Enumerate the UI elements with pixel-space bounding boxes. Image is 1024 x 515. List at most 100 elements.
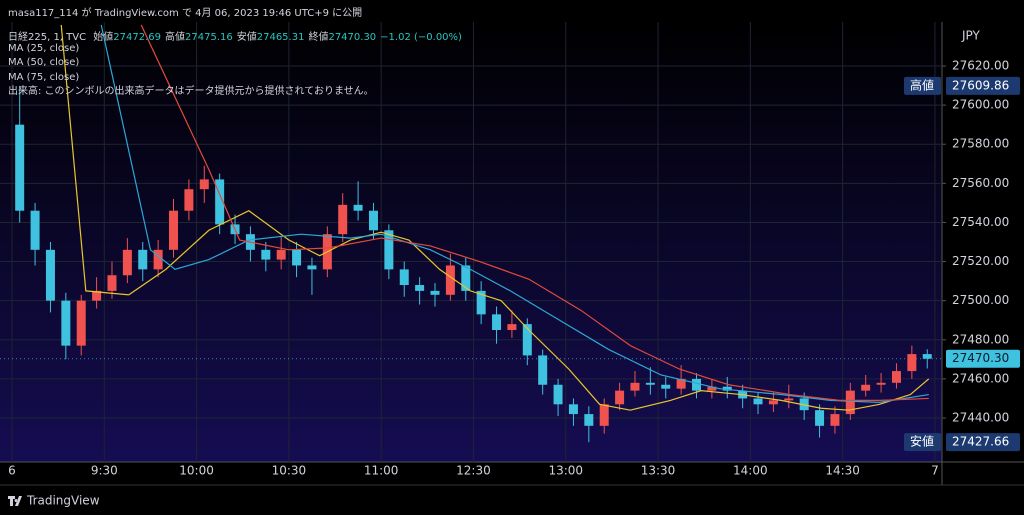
candle-body [353, 204, 363, 211]
ohlc-label: 高値 [165, 32, 186, 43]
candle-body [522, 324, 532, 356]
plot-background [0, 22, 942, 462]
candle-body [784, 398, 794, 401]
candle-body [169, 210, 179, 250]
candle-body [153, 249, 163, 270]
candle-body [845, 390, 855, 415]
candle-body [215, 179, 225, 225]
candle-body [753, 398, 763, 405]
x-tick-label: 14:30 [825, 464, 860, 478]
candle-body [476, 290, 486, 315]
x-tick-label: 9:30 [91, 464, 118, 478]
ohlc-value: 27465.31 [256, 32, 305, 43]
ohlc-label: 安値 [236, 32, 257, 43]
volume-note: 出来高: このシンボルの出来高データはデータ提供元から提供されておりません。 [8, 85, 374, 97]
candle-body [553, 384, 563, 405]
candle-body [61, 300, 71, 346]
candle-body [368, 210, 378, 231]
price-marker-name-box [904, 76, 941, 95]
candle-body [461, 265, 471, 291]
candle-body [568, 404, 578, 415]
candle-body [815, 410, 825, 426]
y-tick-label: 27600.00 [952, 98, 1009, 112]
x-tick-label: 10:30 [272, 464, 307, 478]
candle-body [630, 382, 640, 391]
x-tick-label: 10:00 [179, 464, 214, 478]
last-price-box [946, 349, 1020, 368]
price-marker-label: 27427.66 [952, 435, 1009, 449]
x-tick-label: 13:00 [548, 464, 583, 478]
candle-body [722, 386, 732, 391]
legend: MA (25, close) MA (50, close) MA (75, clos… [8, 42, 374, 99]
logo-icon [8, 496, 22, 506]
candle-body [861, 384, 871, 391]
last-price-label: 27470.30 [952, 351, 1009, 365]
candle-body [292, 249, 302, 266]
candle-body [138, 249, 148, 270]
candle-body [692, 378, 702, 391]
footer-text: TradingView [26, 494, 100, 508]
x-tick-label: 14:00 [733, 464, 768, 478]
candle-body [661, 384, 671, 389]
candle-body [599, 404, 609, 426]
currency: JPY [961, 29, 981, 43]
ohlc-label: 終値 [308, 32, 329, 43]
candle-body [430, 290, 440, 295]
candle-body [30, 210, 40, 250]
legend-entry: MA (75, close) [8, 71, 80, 83]
y-tick-label: 27520.00 [952, 254, 1009, 268]
candle-body [891, 371, 901, 383]
candle-body [538, 355, 548, 385]
candle-body [199, 179, 209, 190]
candle-body [768, 400, 778, 405]
price-marker-name-box [904, 433, 941, 452]
candle-body [707, 386, 717, 391]
legend-entry: MA (25, close) [8, 43, 80, 54]
candle-body [76, 300, 86, 346]
x-tick-label: 13:30 [641, 464, 676, 478]
ohlc-label: 始値 [93, 32, 114, 43]
candle-body [615, 390, 625, 405]
price-axis-background [942, 22, 1024, 485]
y-tick-label: 27560.00 [952, 176, 1009, 190]
candle-body [830, 414, 840, 426]
candle-body [92, 290, 102, 301]
y-tick-label: 27480.00 [952, 332, 1009, 346]
candle-body [15, 124, 25, 211]
y-tick-label: 27440.00 [952, 411, 1009, 425]
x-tick-label: 12:30 [456, 464, 491, 478]
symbol-header: 日経225, 1, TVC 始値27472.69 高値27475.16 安値2746… [8, 28, 462, 43]
candle-body [384, 230, 394, 270]
plot [0, 22, 942, 462]
candle-body [445, 265, 455, 295]
ohlc-value: 27472.69 [113, 32, 162, 43]
footer-logo [8, 496, 22, 506]
candle-body [584, 414, 594, 426]
y-tick-label: 27620.00 [952, 59, 1009, 73]
candle-body [415, 285, 425, 291]
candle-body [907, 354, 917, 372]
price-marker-box [946, 433, 1020, 452]
candle-body [492, 314, 502, 330]
candle-body [184, 189, 194, 211]
ohlc-value: 27475.16 [185, 32, 233, 43]
candle-body [399, 269, 409, 286]
candle-body [507, 324, 517, 330]
price-marker-box [946, 76, 1020, 95]
candle-body [122, 249, 132, 276]
candle-body [261, 249, 271, 260]
symbol: 日経225, 1, TVC [8, 32, 87, 43]
y-tick-label: 27460.00 [952, 371, 1009, 385]
x-tick-label: 6 [8, 464, 16, 478]
candle-body [876, 382, 886, 385]
ma-line [60, 24, 930, 411]
candle-body [276, 249, 286, 260]
candle-body [307, 265, 317, 270]
candle-body [45, 249, 55, 301]
price-marker-name: 安値 [910, 434, 934, 449]
price-marker-name: 高値 [910, 77, 934, 92]
x-tick-label: 11:00 [364, 464, 399, 478]
price-marker-label: 27609.86 [952, 78, 1009, 92]
ma-line [100, 24, 929, 403]
